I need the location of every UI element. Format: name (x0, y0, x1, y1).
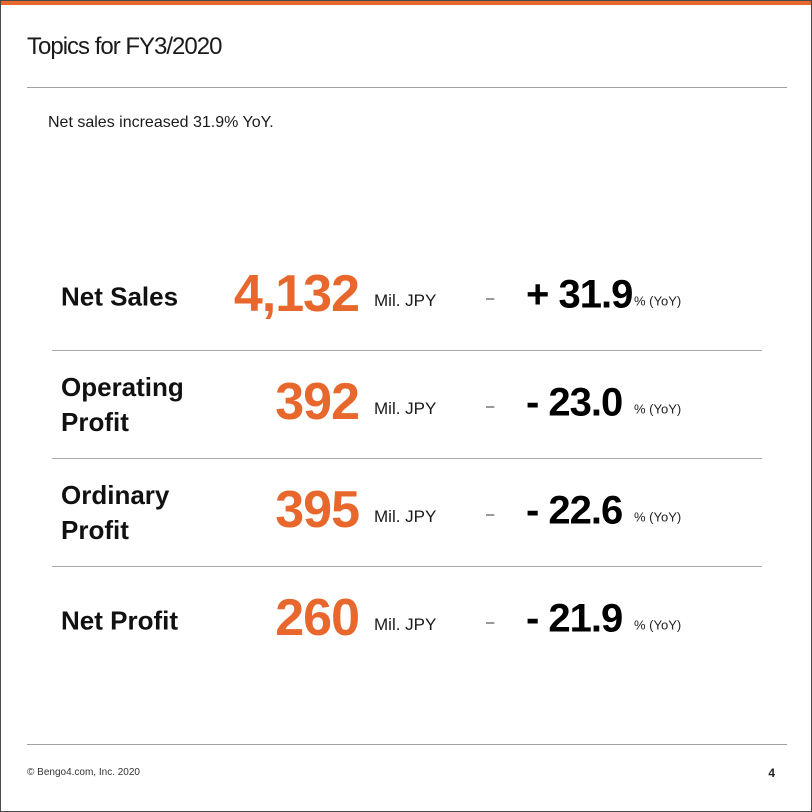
metric-suffix: % (YoY) (634, 616, 682, 632)
metric-row-net-sales: Net Sales 4,132 Mil. JPY – + 31.9 % (YoY… (52, 243, 762, 351)
metric-value: 392 (275, 372, 360, 431)
metric-label: Net Profit (61, 605, 178, 635)
metric-value: 260 (275, 588, 360, 647)
metric-label: Operating Profit (61, 371, 184, 437)
title-divider (27, 87, 787, 88)
summary-text: Net sales increased 31.9% YoY. (48, 114, 274, 131)
metric-dash: – (486, 289, 495, 307)
metric-value: 4,132 (233, 264, 360, 323)
copyright-text: © Bengo4.com, Inc. 2020 (27, 767, 140, 778)
metric-label: Ordinary Profit (61, 479, 170, 545)
metric-row-ordinary-profit: Ordinary Profit 395 Mil. JPY – - 22.6 % … (52, 459, 762, 567)
metric-change: - 22.6 (526, 487, 623, 532)
metric-unit: Mil. JPY (374, 290, 437, 310)
metric-suffix: % (YoY) (634, 508, 682, 524)
metric-row-net-profit: Net Profit 260 Mil. JPY – - 21.9 % (YoY) (52, 567, 762, 674)
metric-dash: – (486, 505, 495, 523)
page-number: 4 (768, 766, 775, 780)
metrics-table: Net Sales 4,132 Mil. JPY – + 31.9 % (YoY… (52, 243, 762, 674)
metric-dash: – (486, 397, 495, 415)
metric-change: - 21.9 (526, 595, 623, 640)
metric-change: - 23.0 (526, 379, 623, 424)
metric-unit: Mil. JPY (374, 506, 437, 526)
metric-suffix: % (YoY) (634, 400, 682, 416)
metric-label: Net Sales (61, 281, 179, 311)
metric-unit: Mil. JPY (374, 614, 437, 634)
footer-divider (27, 744, 787, 745)
metric-value: 395 (275, 480, 360, 539)
metric-dash: – (486, 613, 495, 631)
metric-unit: Mil. JPY (374, 398, 437, 418)
metric-suffix: % (YoY) (634, 292, 682, 308)
metric-row-operating-profit: Operating Profit 392 Mil. JPY – - 23.0 %… (52, 351, 762, 459)
top-accent-bar (1, 1, 811, 5)
page-title: Topics for FY3/2020 (27, 33, 222, 60)
metric-change: + 31.9 (526, 271, 633, 316)
